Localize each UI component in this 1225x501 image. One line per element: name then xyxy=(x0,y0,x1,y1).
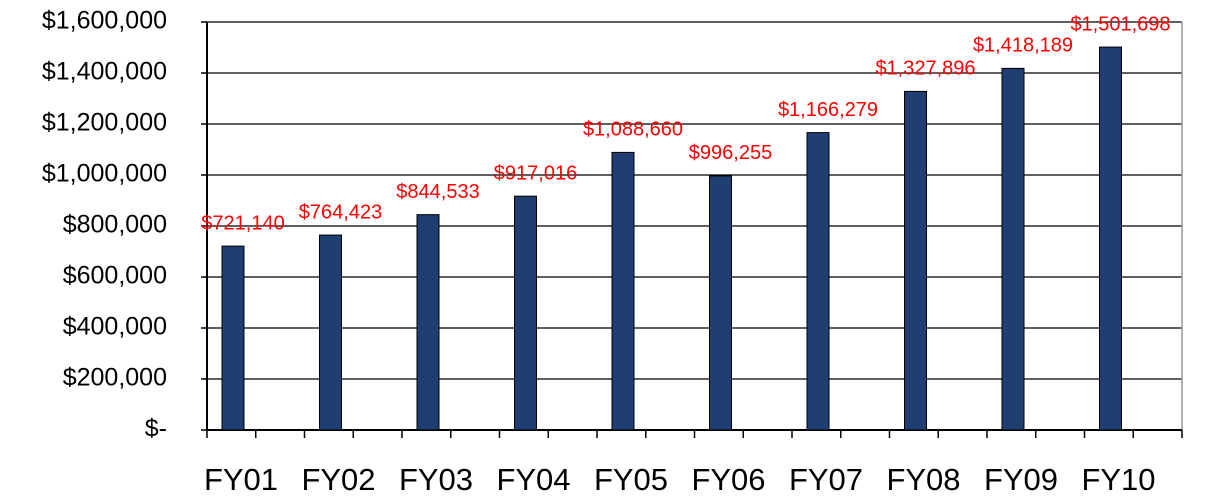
bar xyxy=(514,195,537,431)
x-tick-label: FY08 xyxy=(886,462,960,497)
x-tick-label: FY06 xyxy=(691,462,765,497)
y-tick-label: $1,600,000 xyxy=(42,7,167,35)
value-label: $1,501,698 xyxy=(1070,13,1170,35)
y-tick-label: $1,200,000 xyxy=(42,109,167,137)
x-tick-label: FY10 xyxy=(1081,462,1155,497)
value-label: $1,327,896 xyxy=(875,58,975,80)
y-tick-label: $600,000 xyxy=(63,262,167,290)
y-tick-label: $- xyxy=(145,415,167,443)
value-label: $917,016 xyxy=(494,162,577,184)
x-tick-label: FY05 xyxy=(594,462,668,497)
value-label: $844,533 xyxy=(396,181,479,203)
bar xyxy=(806,132,830,431)
value-label: $764,423 xyxy=(299,201,382,223)
bar xyxy=(709,175,732,431)
value-label: $1,088,660 xyxy=(583,119,683,141)
bar xyxy=(904,90,927,431)
y-tick-label: $400,000 xyxy=(63,313,167,341)
bar xyxy=(221,245,245,431)
value-label: $1,166,279 xyxy=(778,99,878,121)
y-tick-label: $1,400,000 xyxy=(42,58,167,86)
x-tick-label: FY01 xyxy=(204,462,278,497)
bar xyxy=(611,151,635,431)
y-tick-label: $200,000 xyxy=(63,364,167,392)
bar xyxy=(319,234,342,431)
x-tick-label: FY09 xyxy=(984,462,1058,497)
value-label: $1,418,189 xyxy=(973,35,1073,57)
x-tick-label: FY03 xyxy=(399,462,473,497)
x-tick-label: FY02 xyxy=(301,462,375,497)
value-label: $721,140 xyxy=(201,212,284,234)
y-tick-label: $1,000,000 xyxy=(42,160,167,188)
value-label: $996,255 xyxy=(689,142,772,164)
x-tick-label: FY04 xyxy=(496,462,570,497)
bar xyxy=(1099,46,1122,431)
x-tick-label: FY07 xyxy=(789,462,863,497)
bar xyxy=(1001,67,1025,431)
y-tick-label: $800,000 xyxy=(63,211,167,239)
bar xyxy=(416,214,440,431)
